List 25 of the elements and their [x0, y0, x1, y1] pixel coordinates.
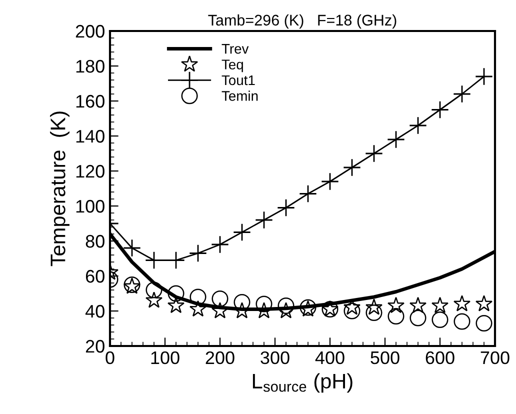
y-tick-label: 40 — [85, 304, 104, 318]
x-tick-label: 600 — [426, 351, 454, 364]
x-tick-label: 300 — [260, 351, 290, 364]
y-tick-label: 140 — [76, 130, 104, 143]
x-tick-label: 500 — [370, 351, 400, 364]
y-tick-label: 100 — [76, 200, 104, 213]
y-tick-label: 80 — [86, 234, 104, 248]
legend-label: Trev — [222, 44, 249, 54]
y-tick-label: 120 — [76, 164, 104, 178]
y-tick-label: 160 — [76, 94, 104, 108]
x-tick-label: 0 — [106, 351, 114, 364]
x-tick-label: 700 — [480, 351, 510, 364]
legend-label: Tout1 — [222, 75, 255, 86]
x-axis-title: L$_{source}$ (pH) — [252, 373, 352, 393]
y-tick-label: 200 — [76, 24, 104, 38]
y-axis-title: Temperature (K) — [50, 112, 70, 266]
y-tick-label: 60 — [86, 270, 104, 283]
legend-label: Temin — [222, 90, 258, 101]
chart-title: Tamb=296 (K) F=18 (GHz) — [208, 14, 396, 29]
y-tick-label: 20 — [86, 340, 104, 353]
x-tick-label: 100 — [151, 351, 180, 364]
x-tick-label: 200 — [206, 351, 234, 364]
x-tick-label: 400 — [315, 351, 344, 364]
legend-label: Teq — [222, 60, 243, 72]
y-tick-label: 180 — [76, 60, 104, 73]
